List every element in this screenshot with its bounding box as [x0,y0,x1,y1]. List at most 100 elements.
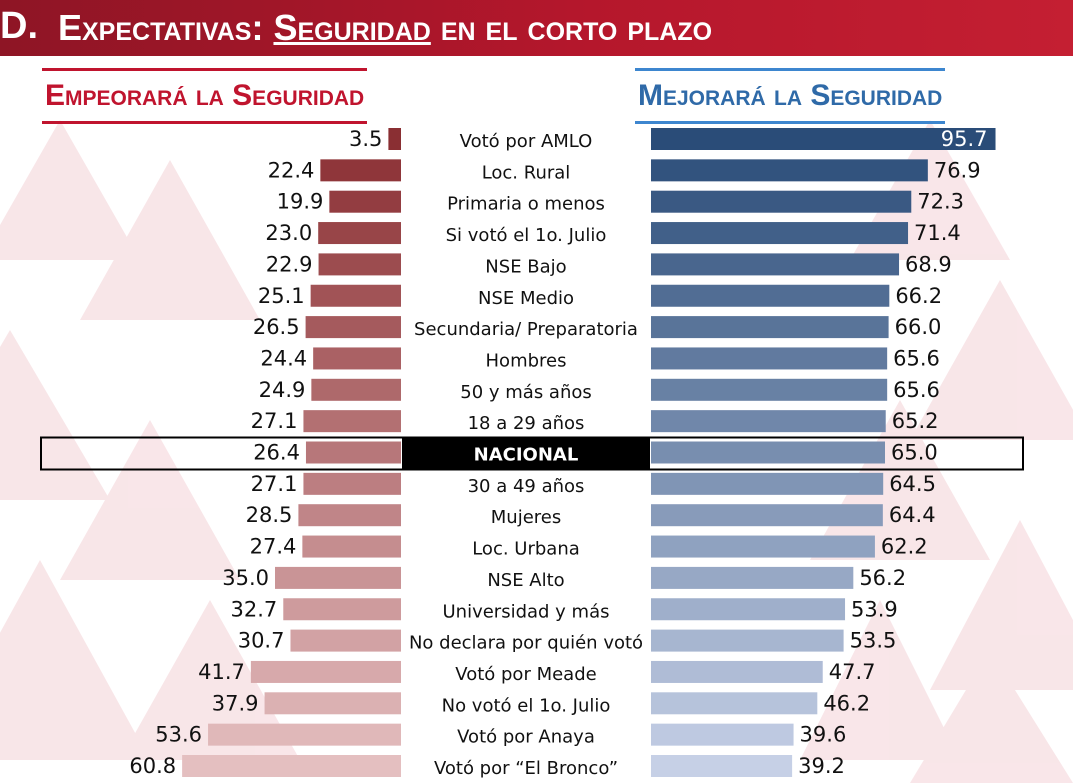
right-value-label: 66.0 [895,315,942,339]
right-value-label: 56.2 [859,566,906,590]
right-value-label: 64.4 [889,503,936,527]
right-bar [651,410,886,433]
left-value-label: 41.7 [198,660,245,684]
right-value-label: 76.9 [934,158,981,182]
left-value-label: 53.6 [155,723,202,747]
category-label: Hombres [486,350,567,371]
category-label: Loc. Rural [482,162,571,183]
left-value-label: 27.1 [251,409,298,433]
right-bar [651,222,909,245]
category-label: 50 y más años [460,382,592,403]
left-bar [318,222,401,245]
right-bar [651,723,794,746]
page-title-part2: Seguridad [273,7,431,48]
section-letter: D. [0,5,38,47]
category-label: Loc. Urbana [472,539,580,560]
left-bar [305,441,401,464]
left-bar [250,660,401,683]
category-label: Votó por “El Bronco” [434,758,618,779]
right-bar [651,441,885,464]
left-value-label: 22.9 [266,252,313,276]
category-label: No votó el 1o. Julio [442,695,611,716]
left-bar [303,410,401,433]
right-value-label: 95.7 [941,127,988,151]
left-value-label: 60.8 [129,754,176,778]
left-bar [313,347,401,370]
left-value-label: 19.9 [277,190,324,214]
right-value-label: 65.6 [893,346,940,370]
page-title: Expectativas: Seguridad en el corto plaz… [58,6,712,50]
left-bar [283,598,401,621]
left-value-label: 25.1 [258,284,305,308]
right-bar [651,535,875,558]
right-bar [651,660,823,683]
right-value-label: 68.9 [905,252,952,276]
category-label: Votó por AMLO [460,131,593,152]
category-label: NACIONAL [474,445,579,466]
left-value-label: 30.7 [238,629,285,653]
right-bar [651,566,854,589]
left-bar [275,566,401,589]
category-label: 30 a 49 años [468,476,585,497]
left-value-label: 24.9 [259,378,306,402]
left-value-label: 22.4 [268,158,315,182]
right-value-label: 39.6 [800,723,847,747]
left-bar [264,692,401,715]
category-label: NSE Alto [487,570,564,591]
right-bar [651,378,888,401]
header-banner: D. Expectativas: Seguridad en el corto p… [0,0,1073,56]
left-bar [305,316,401,339]
left-value-label: 27.4 [250,535,297,559]
right-value-label: 65.6 [893,378,940,402]
right-bar [651,190,912,213]
right-bar [651,692,818,715]
category-label: Mujeres [491,507,561,528]
left-bar [310,284,401,307]
left-bar [303,472,401,495]
left-value-label: 3.5 [349,127,382,151]
nacional-highlight-box [40,436,1024,471]
right-value-label: 39.2 [798,754,845,778]
category-label: 18 a 29 años [468,413,585,434]
right-series-title: Mejorará la Seguridad [635,68,946,124]
right-bar [651,316,889,339]
page-title-part1: Expectativas: [58,7,274,48]
left-bar [329,190,401,213]
nacional-highlight-fill [402,437,650,470]
category-label: Universidad y más [442,601,609,622]
category-label: Secundaria/ Preparatoria [414,319,638,340]
left-value-label: 37.9 [212,691,259,715]
category-label: Votó por Meade [455,664,596,685]
right-value-label: 72.3 [917,190,964,214]
right-bar [651,253,900,276]
right-bar [651,128,996,150]
left-bar [182,755,401,777]
category-label: No declara por quién votó [409,633,643,654]
left-bar [208,723,401,746]
right-value-label: 64.5 [889,472,936,496]
category-label: Votó por Anaya [457,727,595,748]
left-bar [298,504,401,527]
category-label: NSE Bajo [485,256,566,277]
left-bar [302,535,401,558]
right-value-label: 71.4 [914,221,961,245]
right-value-label: 46.2 [823,691,870,715]
right-bar [651,347,888,370]
left-value-label: 24.4 [260,346,307,370]
left-value-label: 28.5 [246,503,293,527]
right-value-label: 66.2 [895,284,942,308]
left-series-title: Empeorará la Seguridad [42,68,368,124]
left-value-label: 32.7 [231,597,278,621]
right-bar [651,159,928,182]
right-bar [651,629,844,652]
left-value-label: 26.4 [253,441,300,465]
left-value-label: 27.1 [251,472,298,496]
left-bar [311,378,401,401]
right-bar [651,598,846,621]
left-value-label: 23.0 [265,221,312,245]
right-bar [651,284,890,307]
page-title-part3: en el corto plazo [430,7,713,48]
right-value-label: 53.5 [850,629,897,653]
